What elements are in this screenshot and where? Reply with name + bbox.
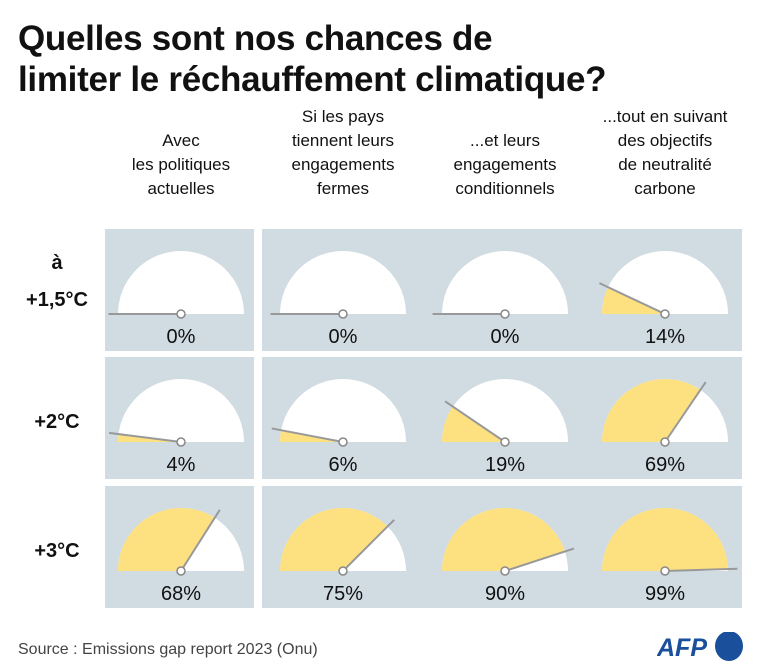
- gauge-pivot: [176, 437, 186, 447]
- gauge-background: [442, 251, 568, 314]
- gauge-value-label: 0%: [167, 326, 196, 348]
- row-divider: [105, 479, 742, 486]
- column-header-line: tiennent leurs: [292, 131, 394, 150]
- source-note: Source : Emissions gap report 2023 (Onu): [18, 641, 318, 658]
- gauge-pivot: [338, 566, 348, 576]
- column-header-line: conditionnels: [455, 179, 554, 198]
- column-header-line: carbone: [634, 179, 695, 198]
- gauge-value-label: 14%: [645, 326, 685, 348]
- gauge-background: [280, 379, 406, 442]
- gauge-pivot: [176, 309, 186, 319]
- column-header-line: les politiques: [132, 155, 230, 174]
- gauge-value-label: 0%: [491, 326, 520, 348]
- gauge-background: [280, 251, 406, 314]
- gauge-pivot: [500, 437, 510, 447]
- gauge-value-label: 4%: [167, 454, 196, 476]
- gauge-pivot: [660, 566, 670, 576]
- gauge-pivot: [500, 309, 510, 319]
- column-header-line: ...tout en suivant: [603, 107, 728, 126]
- gauge-background: [118, 251, 244, 314]
- gauge-needle: [664, 567, 738, 572]
- column-header-line: de neutralité: [618, 155, 712, 174]
- gauge-pivot: [660, 309, 670, 319]
- row-label: +3°C: [34, 540, 79, 562]
- row-label: +1,5°C: [26, 289, 88, 311]
- gauge-needle: [599, 282, 666, 315]
- row-divider: [105, 351, 742, 357]
- gauge-value-label: 68%: [161, 583, 201, 605]
- gauge-value-label: 75%: [323, 583, 363, 605]
- column-header-line: engagements: [291, 155, 394, 174]
- gauge-value-label: 0%: [329, 326, 358, 348]
- column-header-line: ...et leurs: [470, 131, 540, 150]
- gauge-fill: [602, 507, 728, 571]
- gauge-value-label: 99%: [645, 583, 685, 605]
- gauge-pivot: [660, 437, 670, 447]
- chart-title: Quelles sont nos chances de limiter le ré…: [18, 19, 607, 99]
- gauge-pivot: [338, 437, 348, 447]
- gauge-needle: [504, 547, 575, 572]
- gauge-value-label: 69%: [645, 454, 685, 476]
- row-label: +2°C: [34, 411, 79, 433]
- gauge-value-label: 6%: [329, 454, 358, 476]
- gauge-fill: [602, 378, 701, 442]
- gauge-pivot: [338, 309, 348, 319]
- gauge-needle: [342, 519, 395, 572]
- gauge-pivot: [500, 566, 510, 576]
- column-header-line: des objectifs: [618, 131, 713, 150]
- row-label: à: [51, 252, 63, 274]
- gauge-needle: [444, 400, 506, 443]
- gauge-fill: [280, 507, 388, 571]
- gauge-value-label: 90%: [485, 583, 525, 605]
- gauge-pivot: [176, 566, 186, 576]
- gauge-needle: [180, 509, 221, 572]
- gauge-fill: [442, 507, 565, 571]
- column-header-line: Si les pays: [302, 107, 384, 126]
- afp-logo: AFP: [657, 632, 743, 662]
- gauge-needle: [664, 381, 707, 443]
- column-header-line: fermes: [317, 179, 369, 198]
- gauge-needle: [271, 427, 344, 443]
- gauge-fill: [442, 406, 505, 442]
- gauge-value-label: 19%: [485, 454, 525, 476]
- gauge-needle: [108, 431, 182, 443]
- svg-text:AFP: AFP: [657, 634, 707, 662]
- column-header-line: actuelles: [147, 179, 214, 198]
- gauge-background: [118, 379, 244, 442]
- column-header-line: Avec: [162, 131, 200, 150]
- column-header-line: engagements: [453, 155, 556, 174]
